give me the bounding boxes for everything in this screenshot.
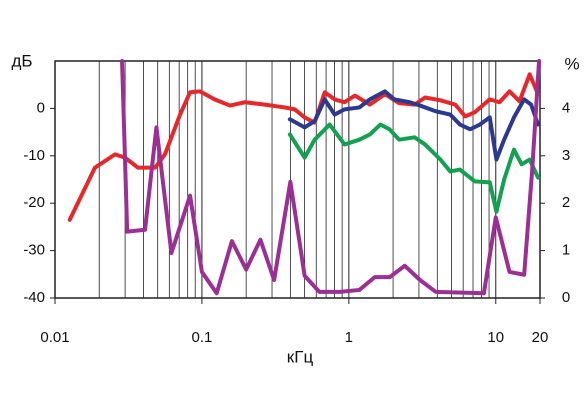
x-tick-label: 1 xyxy=(345,329,353,346)
y-tick-label: 0 xyxy=(37,99,45,116)
y-tick-label: -40 xyxy=(23,289,45,306)
y2-axis-title: % xyxy=(564,54,579,73)
y2-tick-label: 4 xyxy=(562,99,570,116)
y-tick-label: -30 xyxy=(23,242,45,259)
plot-frame xyxy=(54,60,541,299)
y-axis-title: дБ xyxy=(11,51,32,70)
y-tick-label: -10 xyxy=(23,147,45,164)
series-line xyxy=(67,72,541,222)
series-line xyxy=(287,89,541,162)
y2-tick-label: 2 xyxy=(562,194,570,211)
x-tick-label: 0.01 xyxy=(40,329,69,346)
y-tick-label: -20 xyxy=(23,194,45,211)
x-tick-label: 0.1 xyxy=(191,329,212,346)
y2-tick-label: 0 xyxy=(562,289,570,306)
y2-tick-label: 3 xyxy=(562,147,570,164)
x-tick-label: 10 xyxy=(487,329,504,346)
x-axis-title: кГц xyxy=(287,347,314,366)
series-line xyxy=(120,59,542,296)
y2-tick-label: 1 xyxy=(562,242,570,259)
series-line xyxy=(287,122,541,214)
x-tick-label: 20 xyxy=(532,329,549,346)
